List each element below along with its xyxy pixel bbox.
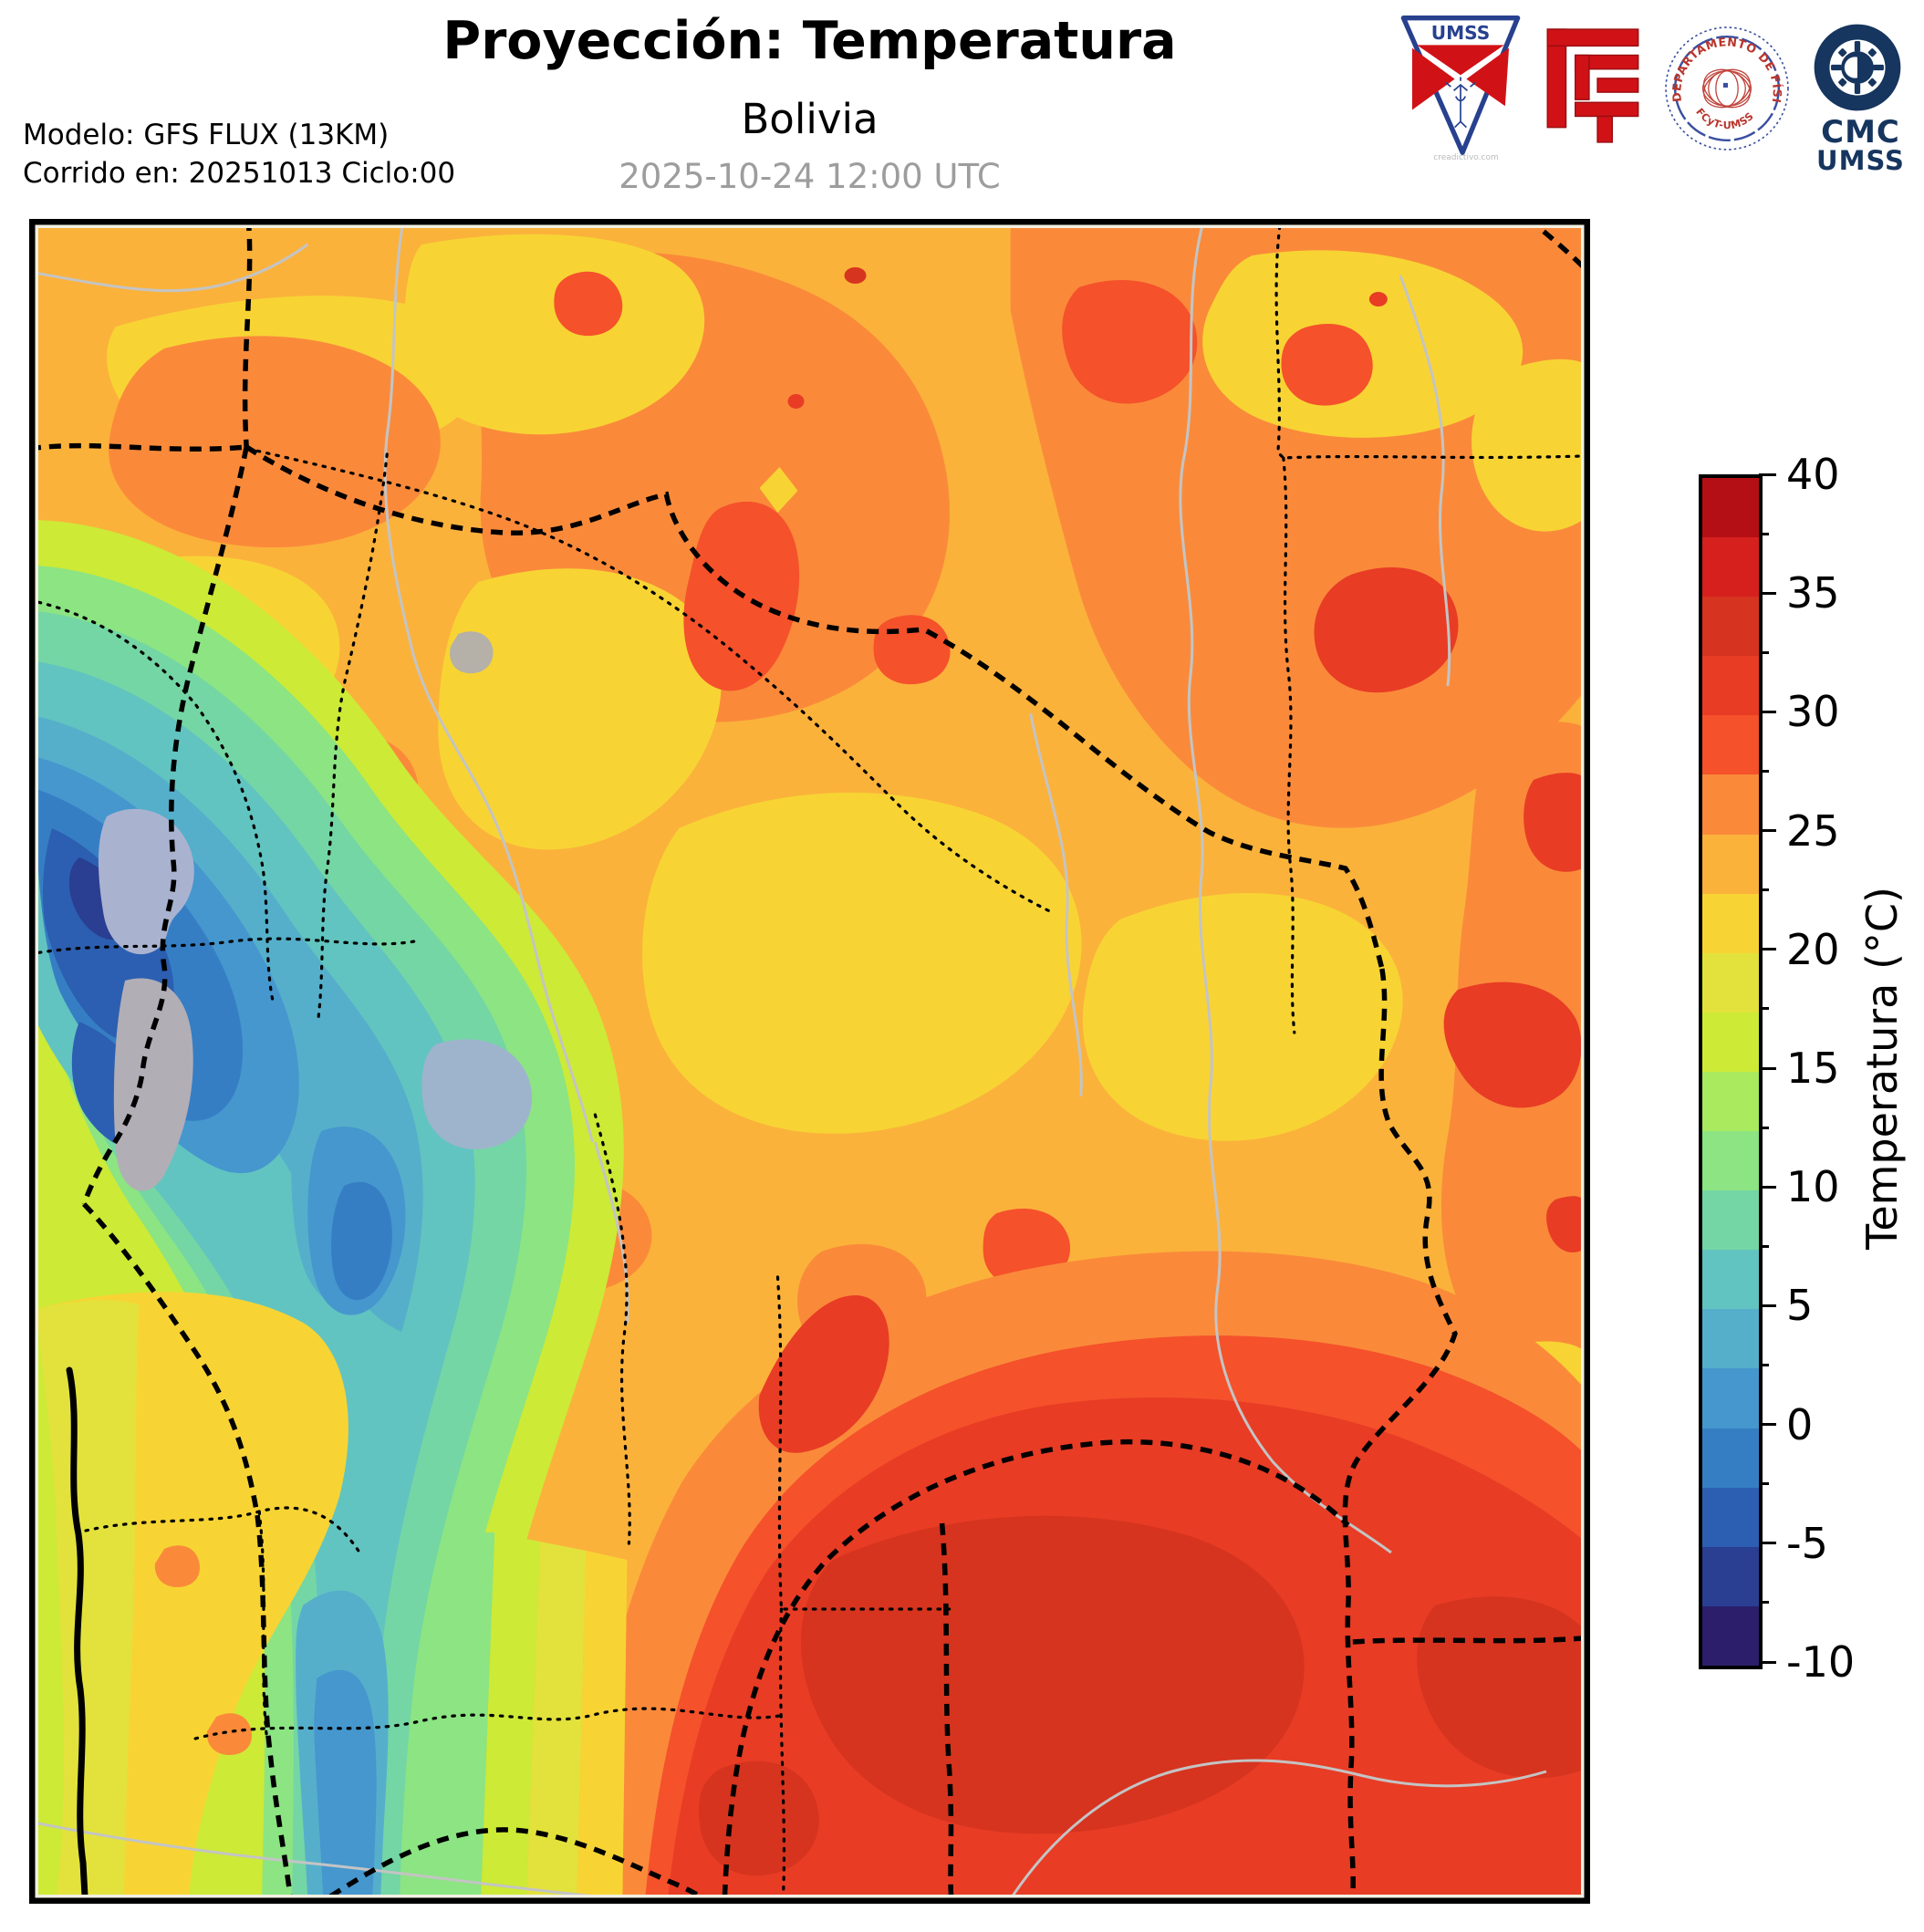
colorbar-tick-label: 30 [1786,687,1840,737]
national-borders [38,228,1581,1895]
colorbar-tick-label: 10 [1786,1162,1840,1212]
south-transition-stripes [429,1532,628,1895]
colorbar-tick-label: 15 [1786,1044,1840,1093]
colorbar-minor-tick [1759,888,1769,892]
colorbar-band [1702,597,1759,657]
colorbar-band [1702,1428,1759,1488]
colorbar-axis-label: Temperatura (°C) [1857,887,1907,1250]
colorbar-tick-label: 20 [1786,924,1840,974]
colorbar-tick [1759,829,1776,833]
rivers [38,228,1547,1895]
colorbar-tick [1759,710,1776,713]
colorbar-band [1702,478,1759,538]
colorbar-tick-label: -10 [1786,1637,1856,1687]
colorbar-tick [1759,1304,1776,1307]
salt-flat [113,978,193,1191]
colorbar-band [1702,1546,1759,1606]
colorbar-minor-tick [1759,650,1769,654]
colorbar-tick [1759,948,1776,951]
page-title: Proyección: Temperatura [442,11,1177,71]
colorbar-band [1702,952,1759,1013]
southwest-yellow-band [38,1292,348,1895]
colorbar-tick [1759,1542,1776,1545]
colorbar-band [1702,1605,1759,1666]
colorbar-tick-label: 40 [1786,450,1840,499]
cmc-gear-icon [1814,24,1901,111]
colorbar-minor-tick [1759,1007,1769,1011]
colorbar-tick [1759,473,1776,476]
colorbar-minor-tick [1759,770,1769,773]
temperature-map [29,219,1590,1904]
colorbar-minor-tick [1759,1601,1769,1605]
colorbar-minor-tick [1759,1244,1769,1248]
colorbar-tick-label: 35 [1786,568,1840,618]
colorbar-band [1702,715,1759,775]
logo-row: UMSS creadictivo.com [1398,13,1922,176]
colorbar-band [1702,1368,1759,1428]
colorbar-band [1702,656,1759,716]
fcyt-red-logo [1534,13,1662,168]
pennant-watermark: creadictivo.com [1433,153,1499,162]
colorbar-tick-label: 25 [1786,805,1840,856]
colorbar-minor-tick [1759,1364,1769,1366]
colorbar-band [1702,1190,1759,1251]
colorbar-minor-tick [1759,1126,1769,1129]
colorbar-minor-tick [1759,532,1769,535]
yellow-patches [67,234,1581,1433]
colorbar-tick-label: 5 [1786,1281,1814,1331]
colorbar-band [1702,1487,1759,1547]
temperature-field [38,228,1581,1895]
colorbar-band [1702,834,1759,894]
model-info: Modelo: GFS FLUX (13KM) Corrido en: 2025… [23,117,455,192]
colorbar-tick [1759,1066,1776,1070]
colorbar-band [1702,1309,1759,1369]
colorbar-tick [1759,1185,1776,1189]
cmc-umss-logo: CMC UMSS [1799,13,1922,176]
colorbar-band [1702,1071,1759,1132]
temperature-map-canvas [29,219,1590,1904]
colorbar-band [1702,1250,1759,1310]
colorbar-band [1702,1012,1759,1072]
model-run-line: Corrido en: 20251013 Ciclo:00 [23,156,456,190]
umss-pennant-icon: UMSS [1400,16,1521,155]
model-name-line: Modelo: GFS FLUX (13KM) [23,119,390,151]
colorbar-tick [1759,1423,1776,1427]
colorbar-band [1702,893,1759,953]
colorbar-tick-label: -5 [1786,1518,1828,1568]
colorbar-tick [1759,1660,1776,1664]
cmc-label: CMC [1821,114,1900,151]
region-subtitle: Bolivia [741,95,879,143]
fcyt-monogram-icon [1546,28,1639,143]
physics-department-seal: DEPARTAMENTO DE FÍSICA FCyT-UMSS [1658,13,1799,168]
physics-seal-icon: DEPARTAMENTO DE FÍSICA FCyT-UMSS [1658,13,1789,151]
lakes-and-flats [98,631,533,1191]
colorbar-band [1702,774,1759,835]
colorbar-tick [1759,591,1776,595]
southeast-hot-region [577,1251,1581,1895]
umss-pennant-logo: UMSS creadictivo.com [1398,13,1534,168]
forecast-datetime: 2025-10-24 12:00 UTC [619,157,1001,196]
cmc-umss-label: UMSS [1816,145,1905,176]
coastline [66,1366,88,1895]
umss-pennant-label: UMSS [1431,22,1491,44]
colorbar-minor-tick [1759,1482,1769,1486]
colorbar [1699,474,1763,1669]
colorbar-band [1702,1131,1759,1191]
colorbar-band [1702,537,1759,597]
colorbar-tick-label: 0 [1786,1399,1814,1449]
